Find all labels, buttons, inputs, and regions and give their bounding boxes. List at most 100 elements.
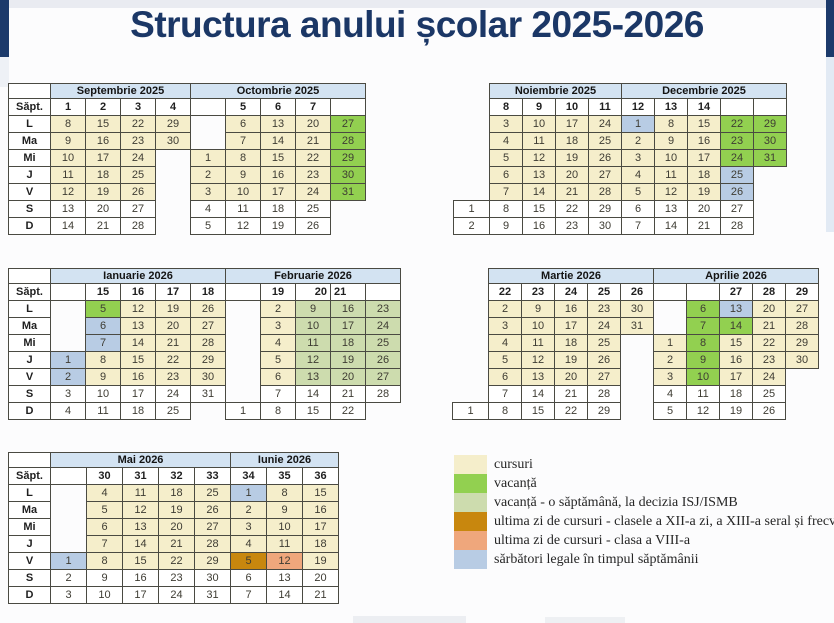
- corner-cell: [454, 84, 490, 99]
- day-cell: 6: [230, 569, 267, 587]
- legend: cursuri vacanță vacanță - o săptămână, la …: [454, 455, 834, 569]
- week-number-cell: 11: [588, 98, 622, 116]
- corner-cell: [8, 452, 51, 468]
- day-cell: 20: [687, 200, 721, 218]
- day-cell: 4: [50, 402, 86, 420]
- empty-cell: [754, 201, 787, 218]
- week-number-cell: 1: [50, 98, 86, 116]
- legend-swatch-cream: [454, 455, 487, 474]
- day-cell: 29: [587, 402, 621, 420]
- week-number-cell: 29: [785, 283, 819, 301]
- day-cell: 14: [266, 586, 303, 604]
- day-cell: 21: [554, 385, 588, 403]
- day-cell: 20: [302, 569, 339, 587]
- day-label: L: [8, 300, 51, 318]
- day-cell: 2: [190, 166, 226, 184]
- empty-cell: [654, 318, 687, 335]
- day-cell: 24: [588, 115, 622, 133]
- week-number-cell: 26: [620, 283, 654, 301]
- day-cell: 29: [785, 334, 819, 352]
- day-cell: 7: [230, 586, 267, 604]
- day-cell: 13: [719, 300, 753, 318]
- day-cell: 22: [120, 115, 156, 133]
- empty-cell: [156, 184, 191, 201]
- calendar-slot-noiembrie-decembrie: Noiembrie 2025 Decembrie 2025 8 9 10 11 12 13 14…: [453, 83, 787, 235]
- day-cell: 23: [155, 368, 191, 386]
- day-label: D: [8, 586, 51, 604]
- day-cell: 20: [158, 518, 195, 536]
- day-cell: 17: [719, 368, 753, 386]
- empty-cell: [454, 116, 490, 133]
- day-cell: 27: [194, 518, 231, 536]
- day-cell: 27: [785, 300, 819, 318]
- day-cell: 17: [85, 149, 121, 167]
- top-edge-band: [0, 0, 834, 8]
- day-cell: 28: [190, 334, 226, 352]
- calendar-slot-mai-iunie: Mai 2026 Iunie 2026 Săpt. 30 31 32 33 34 35 36 L 4 1…: [8, 452, 339, 604]
- day-cell: 22: [555, 200, 589, 218]
- week-number-cell: 24: [554, 283, 588, 301]
- day-cell: 17: [330, 317, 366, 335]
- empty-cell: [191, 133, 226, 150]
- day-cell: 20: [155, 317, 191, 335]
- day-cell: 30: [588, 217, 622, 235]
- day-cell: 16: [120, 368, 156, 386]
- day-cell: 31: [753, 149, 787, 167]
- empty-cell: [621, 369, 654, 386]
- day-cell: 23: [158, 569, 195, 587]
- day-cell: 10: [295, 317, 331, 335]
- day-cell: 27: [720, 200, 754, 218]
- day-cell: 20: [554, 368, 588, 386]
- day-cell: 19: [85, 183, 121, 201]
- day-cell: 21: [295, 132, 331, 150]
- day-cell: 12: [266, 552, 303, 570]
- day-cell: 5: [190, 217, 226, 235]
- day-label: D: [8, 217, 51, 235]
- day-cell: 1: [230, 484, 267, 502]
- week-number-cell: [365, 283, 401, 301]
- day-cell: 9: [654, 132, 688, 150]
- month-header: Septembrie 2025: [50, 83, 191, 99]
- week-number-cell: [50, 283, 86, 301]
- day-cell: 12: [122, 501, 159, 519]
- empty-cell: [191, 116, 226, 133]
- week-number-cell: 2: [85, 98, 121, 116]
- day-cell: 28: [588, 183, 622, 201]
- day-cell: 1: [50, 351, 86, 369]
- week-number-cell: 34: [230, 467, 267, 485]
- day-cell: 24: [158, 586, 195, 604]
- day-cell: 12: [521, 351, 555, 369]
- day-cell: 30: [155, 132, 191, 150]
- day-cell: 19: [719, 402, 753, 420]
- week-number-cell: 6: [260, 98, 296, 116]
- day-cell: 2: [230, 501, 267, 519]
- day-cell: 9: [521, 300, 555, 318]
- day-cell: 15: [521, 402, 555, 420]
- week-number-cell: 23: [521, 283, 555, 301]
- day-cell: 25: [155, 402, 191, 420]
- day-cell: 18: [719, 385, 753, 403]
- empty-cell: [754, 218, 787, 235]
- empty-cell: [621, 335, 654, 352]
- day-cell: 2: [453, 217, 490, 235]
- day-cell: 1: [621, 115, 655, 133]
- day-cell: 21: [330, 385, 366, 403]
- day-cell: 22: [295, 149, 331, 167]
- day-cell: 1: [50, 552, 87, 570]
- day-cell: 16: [687, 132, 721, 150]
- empty-cell: [156, 201, 191, 218]
- empty-cell: [156, 167, 191, 184]
- day-cell: 8: [488, 402, 522, 420]
- day-cell: 5: [489, 149, 523, 167]
- day-cell: 21: [85, 217, 121, 235]
- day-cell: 8: [654, 115, 688, 133]
- month-header: Februarie 2026: [225, 268, 401, 284]
- week-number-cell: [653, 283, 687, 301]
- week-number-cell: [225, 283, 261, 301]
- day-cell: 28: [587, 385, 621, 403]
- day-label: S: [8, 200, 51, 218]
- day-cell: 24: [365, 317, 401, 335]
- day-label: V: [8, 552, 51, 570]
- day-cell: 19: [260, 217, 296, 235]
